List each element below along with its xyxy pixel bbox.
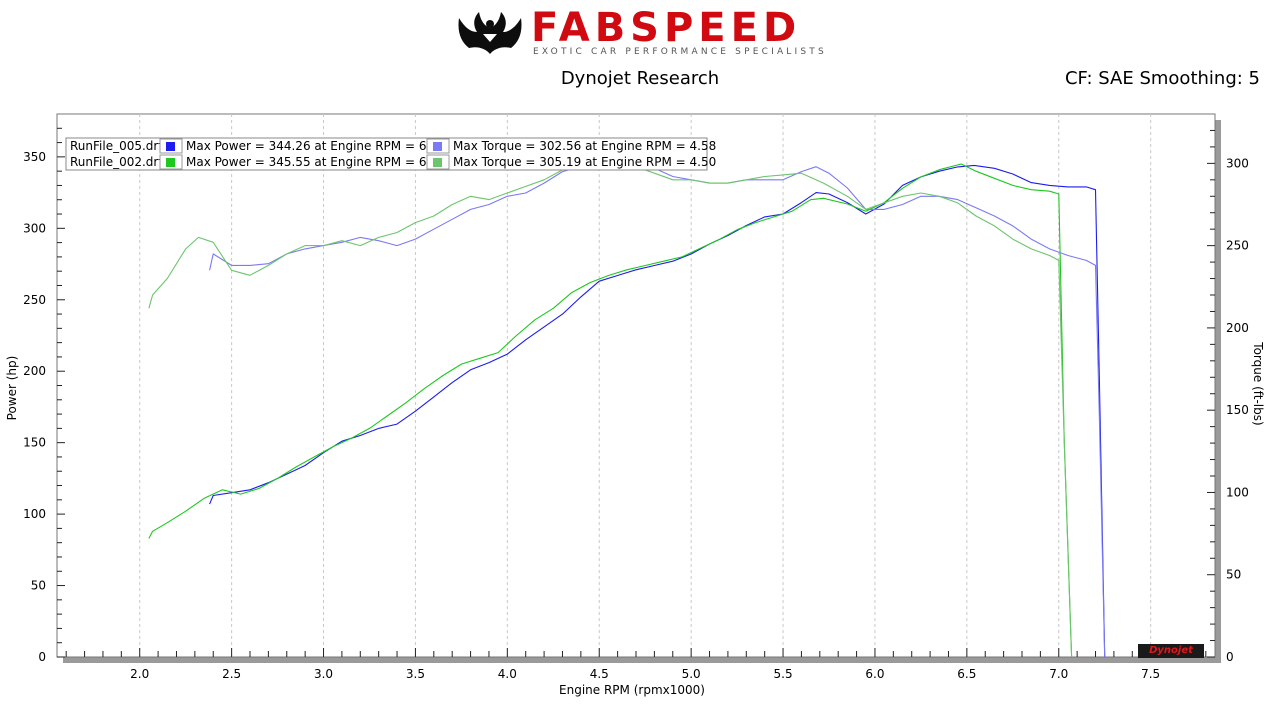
x-tick-label: 4.0	[498, 667, 517, 681]
y2-tick-label: 150	[1226, 403, 1249, 417]
correction-factor-label: CF: SAE Smoothing: 5	[1064, 68, 1260, 89]
series-line-run005-torque	[209, 159, 1106, 658]
y2-tick-label: 250	[1226, 239, 1249, 253]
series-line-run005-power	[209, 164, 1106, 658]
legend-max-torque: Max Torque = 302.56 at Engine RPM = 4.58	[453, 139, 716, 153]
y-axis-label: Power (hp)	[5, 356, 19, 421]
x-tick-label: 3.0	[314, 667, 333, 681]
legend-power-swatch	[166, 158, 175, 167]
x-tick-label: 7.0	[1049, 667, 1068, 681]
chart-title: Dynojet Research	[560, 68, 720, 89]
y2-tick-label: 0	[1226, 650, 1234, 664]
series-line-run002-power	[148, 163, 1073, 658]
y2-tick-label: 200	[1226, 321, 1249, 335]
y-tick-label: 150	[23, 436, 46, 450]
legend-file-name: RunFile_002.drf	[70, 155, 163, 169]
plot-shadow-bottom	[63, 657, 1221, 663]
y-tick-label: 300	[23, 221, 46, 235]
legend-max-torque: Max Torque = 305.19 at Engine RPM = 4.50	[453, 155, 716, 169]
x-tick-label: 5.5	[774, 667, 793, 681]
x-tick-label: 7.5	[1141, 667, 1160, 681]
legend-torque-swatch	[433, 158, 442, 167]
y2-tick-label: 50	[1226, 568, 1241, 582]
x-tick-label: 5.0	[682, 667, 701, 681]
x-tick-label: 3.5	[406, 667, 425, 681]
fabspeed-logo: FABSPEED EXOTIC CAR PERFORMANCE SPECIALI…	[455, 5, 827, 58]
y-tick-label: 350	[23, 150, 46, 164]
eagle-logo-icon	[458, 12, 522, 54]
x-tick-label: 2.5	[222, 667, 241, 681]
legend-max-power: Max Power = 345.55 at Engine RPM = 6.47	[186, 155, 446, 169]
y2-tick-label: 300	[1226, 156, 1249, 170]
y2-tick-label: 100	[1226, 485, 1249, 499]
legend-torque-swatch	[433, 142, 442, 151]
dynojet-badge: Dynojet	[1138, 644, 1204, 658]
y-tick-label: 100	[23, 507, 46, 521]
y-tick-label: 200	[23, 364, 46, 378]
brand-name: FABSPEED	[531, 5, 802, 51]
x-axis-label: Engine RPM (rpmx1000)	[559, 683, 705, 697]
x-tick-label: 6.0	[865, 667, 884, 681]
brand-tagline: EXOTIC CAR PERFORMANCE SPECIALISTS	[533, 47, 827, 57]
x-tick-label: 2.0	[130, 667, 149, 681]
plot-area	[56, 113, 1216, 658]
x-tick-label: 4.5	[590, 667, 609, 681]
y-tick-label: 0	[38, 650, 46, 664]
legend-file-name: RunFile_005.drf	[70, 139, 163, 153]
legend-max-power: Max Power = 344.26 at Engine RPM = 6.54	[186, 139, 446, 153]
plot-shadow-right	[1215, 120, 1221, 663]
x-tick-label: 6.5	[957, 667, 976, 681]
legend-power-swatch	[166, 142, 175, 151]
series-lines	[148, 154, 1106, 658]
y-tick-label: 250	[23, 293, 46, 307]
plot-shadow	[63, 120, 1221, 663]
legend: RunFile_005.drf Max Power = 344.26 at Eng…	[65, 137, 716, 171]
tick-labels: 2.0 2.5 3.0 3.5 4.0 4.5 5.0 5.5 6.0 6.5 7.0 7.5 0 50 1…	[23, 150, 1249, 681]
y2-axis-label: Torque (ft-lbs)	[1251, 341, 1265, 425]
y-tick-label: 50	[31, 579, 46, 593]
